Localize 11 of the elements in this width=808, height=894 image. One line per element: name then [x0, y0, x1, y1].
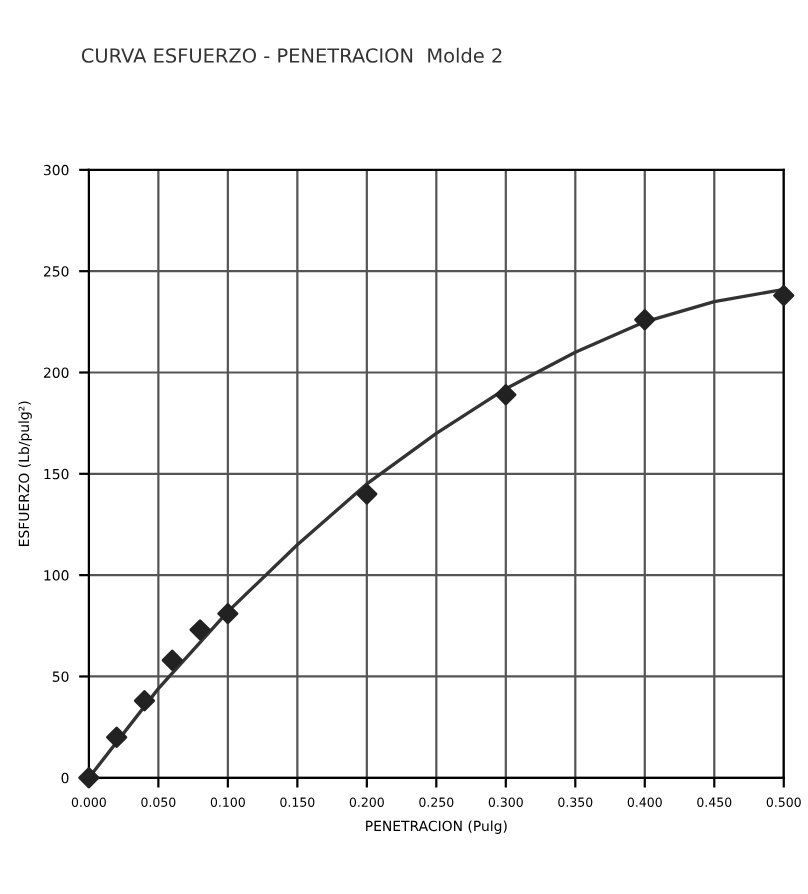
point [161, 649, 183, 671]
point [634, 309, 656, 331]
point [495, 384, 517, 406]
point [773, 284, 795, 307]
point [217, 603, 239, 625]
point [133, 690, 156, 712]
point [356, 483, 378, 505]
chart-title: CURVA ESFUERZO - PENETRACION Molde 2 [81, 47, 502, 63]
point [189, 619, 211, 641]
point [78, 767, 100, 789]
point [106, 726, 128, 748]
